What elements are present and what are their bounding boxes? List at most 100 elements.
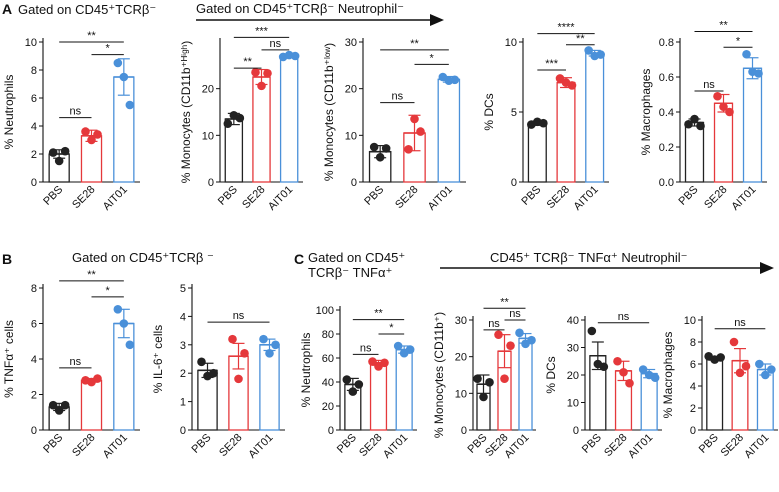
y-tick-label: 6 [690,359,696,371]
y-tick-label: 8 [690,337,696,349]
y-tick-label: 4 [31,354,37,366]
bar-se28 [556,81,576,183]
category-label-ait01: AIT01 [626,432,655,461]
data-point [113,305,123,314]
bar-pbs [527,122,547,183]
category-label-se28: SE28 [545,184,573,212]
y-tick-label: 10 [25,37,37,49]
bar-ait01 [585,52,605,183]
category-label-pbs: PBS [41,184,65,208]
y-tick-label: 0.4 [659,107,674,119]
data-point [257,81,266,91]
y-tick-label: 2 [180,368,186,380]
y-tick-label: 20 [567,370,579,382]
category-label-ait01: AIT01 [101,432,130,461]
significance-label: *** [255,25,269,37]
data-point [761,370,770,380]
y-tick-label: 30 [455,315,467,327]
y-tick-label: 5 [180,283,186,295]
data-point [405,345,415,354]
category-label-se28: SE28 [719,432,747,460]
y-tick-label: 0.0 [659,177,674,189]
data-point [60,400,70,410]
panel-label-a: A [2,1,12,17]
y-tick-label: 10 [505,37,517,49]
chart-b2: 0 1 2 3 4 5 % IL-6⁺ cells PBS SE28 AIT01 ns [151,283,285,461]
data-point [380,358,389,368]
y-tick-label: 0 [351,177,357,189]
data-point [485,378,494,387]
data-point [81,127,90,136]
category-label-ait01: AIT01 [381,432,410,461]
bar-ait01 [113,322,135,431]
category-label-pbs: PBS [519,184,543,208]
y-tick-label: 0 [511,177,517,189]
category-label-ait01: AIT01 [502,432,531,461]
data-point [342,375,352,384]
category-label-pbs: PBS [41,432,65,456]
data-point [228,334,237,344]
y-tick-label: 80 [322,329,334,341]
data-point [348,387,358,396]
data-point [742,49,751,59]
category-label-ait01: AIT01 [101,184,130,213]
data-point [584,46,593,55]
data-point [567,81,577,90]
bar-se28 [369,362,388,431]
data-point [368,357,377,366]
significance-label: ** [243,56,252,68]
y-tick-label: 0 [180,425,186,437]
category-label-se28: SE28 [702,184,730,212]
y-tick-label: 0.6 [659,72,674,84]
data-point [690,114,699,124]
y-tick-label: 10 [202,130,214,142]
y-axis-label: % DCs [482,93,496,130]
chart-a2: 0 10 20 % Monocytes (CD11b⁺ᴴⁱᵍʰ) PBS SE28AIT0… [179,25,303,213]
y-tick-label: 8 [31,65,37,77]
y-tick-label: 100 [316,305,334,317]
significance-label: * [389,322,394,334]
data-point [113,58,123,68]
data-point [265,349,274,358]
data-point [650,373,660,383]
y-axis-label: % Neutrophils [2,75,16,150]
data-point [375,152,385,162]
significance-label: ** [576,33,585,45]
header-a-arrow: Gated on CD45⁺TCRβ⁻ Neutrophil⁻ [196,1,404,16]
y-tick-label: 0 [31,425,37,437]
significance-label: * [106,285,111,297]
y-tick-label: 4 [31,121,37,133]
y-axis-label: % Monocytes (CD11b⁺) [432,312,446,438]
y-tick-label: 3 [180,340,186,352]
significance-label: ** [410,38,419,50]
y-tick-label: 6 [31,319,37,331]
data-point [625,378,634,388]
category-label-pbs: PBS [677,184,701,208]
y-tick-label: 10 [567,398,579,410]
y-axis-label: % DCs [544,356,558,393]
y-tick-label: 60 [322,353,334,365]
significance-label: **** [557,22,575,34]
data-point [416,127,425,136]
data-point [599,362,609,372]
data-point [500,374,509,383]
panel-label-c: C [294,251,304,267]
category-label-se28: SE28 [217,432,245,460]
y-tick-label: 8 [31,283,37,295]
data-point [125,340,135,350]
y-axis-label: % Neutrophils [299,333,313,408]
data-point [235,113,245,123]
bar-pbs [706,357,724,431]
panel-label-b: B [2,251,12,267]
data-point [619,367,628,377]
bar-ait01 [395,348,413,431]
y-axis-label: % Macrophages [661,332,675,419]
category-label-ait01: AIT01 [742,432,771,461]
category-label-ait01: AIT01 [729,184,758,213]
